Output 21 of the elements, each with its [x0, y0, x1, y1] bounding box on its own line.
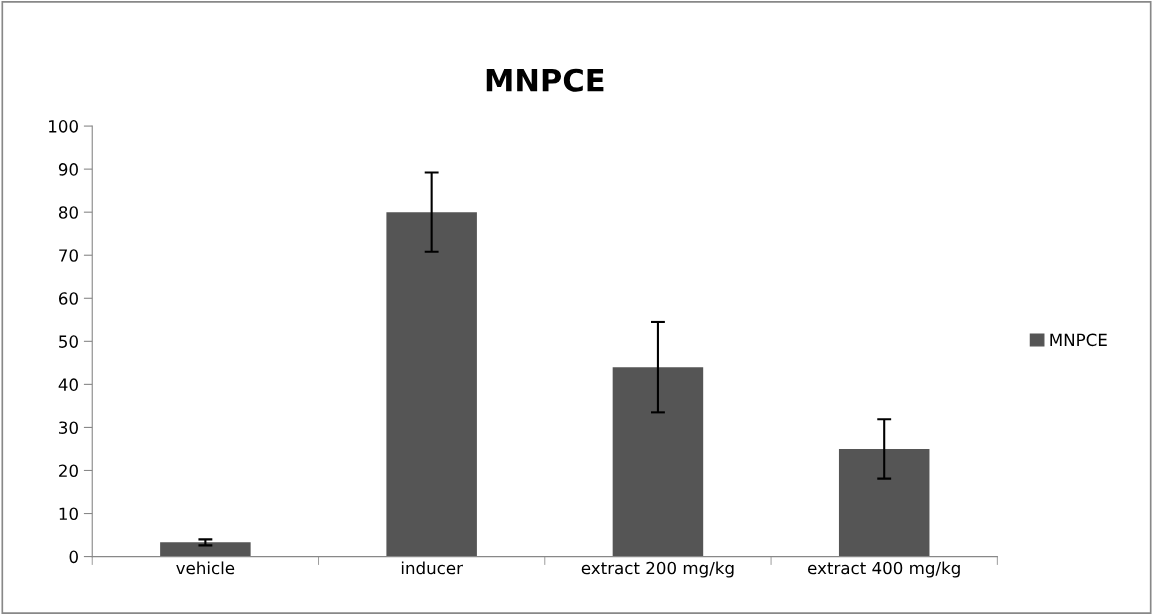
y-tick-label: 80 — [58, 206, 78, 219]
y-tick-label: 100 — [49, 120, 78, 133]
y-tick-label: 30 — [59, 421, 78, 434]
chart-title: MNPCE — [486, 68, 604, 92]
y-tick-label: 0 — [69, 550, 78, 564]
x-tick-label: extract 400 mg/kg — [808, 561, 960, 578]
bar — [160, 542, 251, 557]
legend-label: MNPCE — [1050, 333, 1107, 347]
y-tick-label: 70 — [59, 249, 78, 262]
bar — [612, 367, 704, 557]
y-tick-label: 50 — [59, 335, 78, 348]
bar — [386, 212, 477, 557]
y-tick-label: 90 — [58, 163, 78, 176]
y-tick-label: 10 — [59, 507, 78, 521]
x-tick-label: vehicle — [176, 561, 235, 575]
y-tick-label: 20 — [59, 464, 78, 478]
y-tick-label: 40 — [58, 378, 78, 391]
x-tick-label: inducer — [401, 561, 463, 575]
bar — [838, 448, 930, 557]
y-tick-label: 60 — [59, 292, 78, 305]
x-tick-label: extract 200 mg/kg — [581, 561, 734, 578]
